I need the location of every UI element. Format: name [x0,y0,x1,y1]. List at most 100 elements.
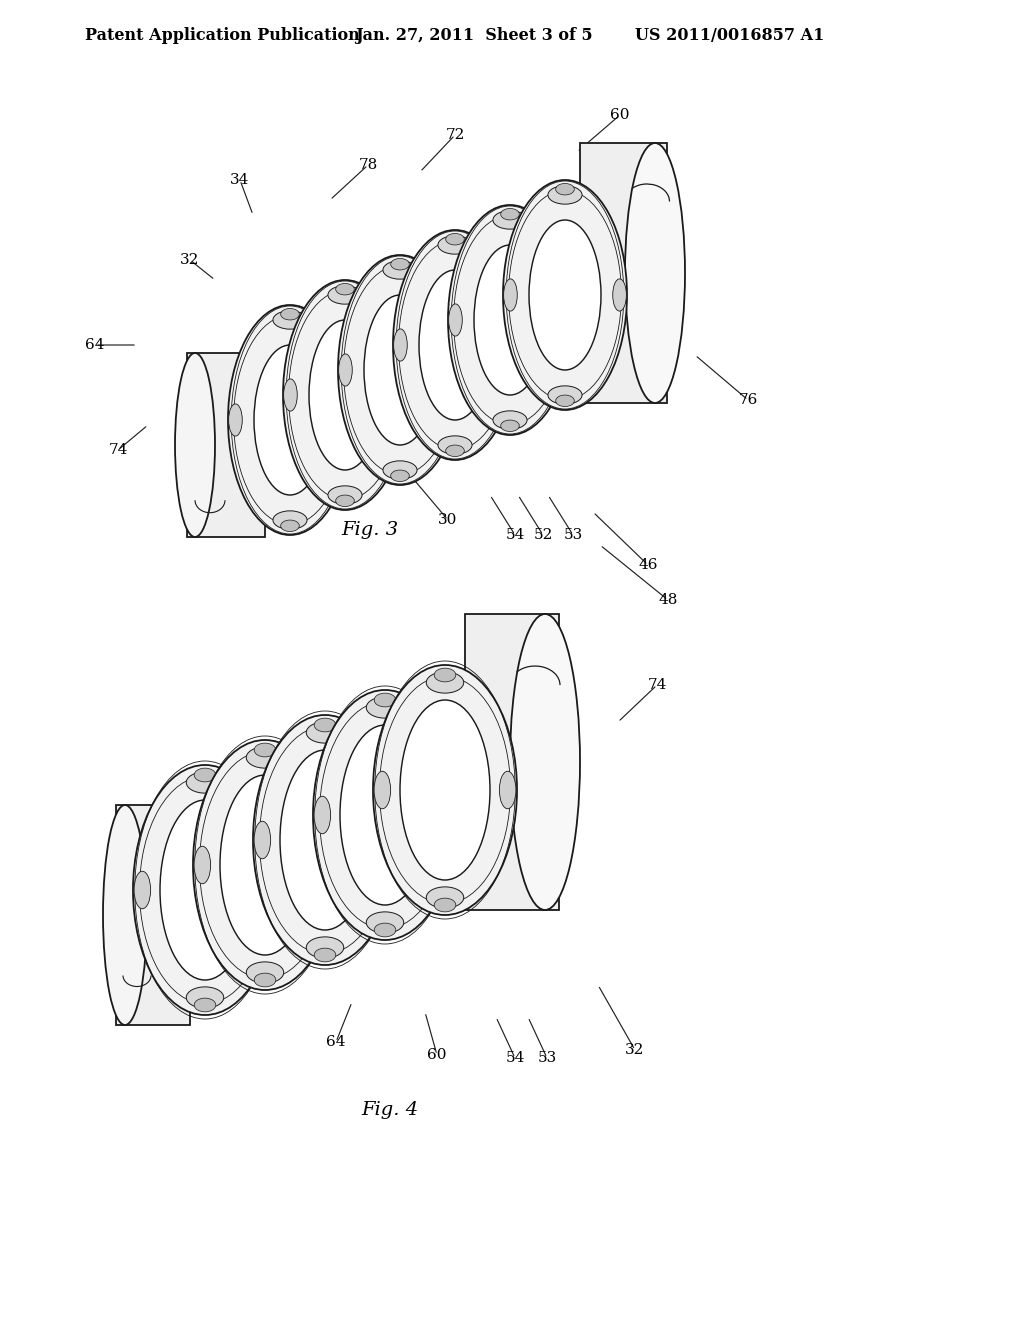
Ellipse shape [254,973,275,987]
Ellipse shape [612,279,627,312]
Text: 53: 53 [563,528,583,543]
Ellipse shape [438,436,472,454]
Ellipse shape [438,236,472,255]
Ellipse shape [434,668,456,682]
Ellipse shape [259,871,275,908]
Text: Patent Application Publication: Patent Application Publication [85,26,359,44]
Ellipse shape [426,887,464,908]
Ellipse shape [391,470,410,482]
Text: 32: 32 [188,808,208,822]
Ellipse shape [134,871,151,908]
Ellipse shape [434,898,456,912]
Text: Fig. 3: Fig. 3 [341,521,398,539]
Ellipse shape [336,284,354,294]
Ellipse shape [503,329,516,362]
Ellipse shape [195,768,216,781]
Text: 42: 42 [222,503,242,517]
Text: 34: 34 [120,822,139,837]
Text: Jan. 27, 2011  Sheet 3 of 5: Jan. 27, 2011 Sheet 3 of 5 [355,26,593,44]
Ellipse shape [500,771,516,809]
Text: 48: 48 [476,696,496,709]
Ellipse shape [558,304,571,337]
Ellipse shape [253,715,397,965]
Text: 64: 64 [327,1035,346,1049]
Ellipse shape [306,937,344,958]
Ellipse shape [313,690,457,940]
Ellipse shape [247,962,284,983]
Ellipse shape [228,404,243,436]
Text: 54: 54 [505,1051,524,1065]
Ellipse shape [283,280,407,510]
Ellipse shape [510,614,580,909]
Ellipse shape [383,461,417,479]
Ellipse shape [367,912,403,933]
Ellipse shape [383,261,417,279]
Text: 34: 34 [230,173,250,187]
Ellipse shape [314,796,331,834]
Text: 64: 64 [85,338,104,352]
Ellipse shape [309,319,381,470]
Ellipse shape [374,923,396,937]
Ellipse shape [338,404,351,436]
Text: 48: 48 [658,593,678,607]
Ellipse shape [254,821,270,859]
Text: 52: 52 [534,528,553,543]
Ellipse shape [273,511,307,529]
Ellipse shape [186,987,223,1008]
Ellipse shape [280,750,370,931]
Ellipse shape [474,246,546,395]
Ellipse shape [103,805,147,1026]
Ellipse shape [501,420,519,432]
Ellipse shape [339,354,352,385]
Text: 76: 76 [109,925,128,939]
Ellipse shape [379,821,396,859]
Ellipse shape [193,741,337,990]
Ellipse shape [374,771,390,809]
Ellipse shape [284,379,297,411]
Text: 54: 54 [505,528,524,543]
Ellipse shape [439,796,456,834]
Ellipse shape [186,772,223,793]
Text: 74: 74 [647,678,667,692]
Ellipse shape [501,209,519,220]
Text: 32: 32 [626,1043,645,1057]
Ellipse shape [314,948,336,962]
Text: 60: 60 [427,1048,446,1063]
Text: 72: 72 [445,128,465,143]
Ellipse shape [393,379,407,411]
Ellipse shape [548,186,582,205]
Ellipse shape [493,411,527,429]
Ellipse shape [419,271,490,420]
Ellipse shape [336,495,354,507]
Text: 76: 76 [738,393,758,407]
Ellipse shape [449,304,462,337]
Text: Fig. 4: Fig. 4 [361,1101,419,1119]
Text: 32: 32 [180,253,200,267]
Ellipse shape [447,354,462,385]
Ellipse shape [445,445,464,457]
Ellipse shape [400,700,490,880]
Ellipse shape [175,352,215,537]
Ellipse shape [160,800,250,979]
Ellipse shape [503,180,627,411]
Ellipse shape [373,665,517,915]
Ellipse shape [529,220,601,370]
Ellipse shape [247,747,284,768]
Ellipse shape [195,846,211,884]
Text: US 2011/0016857 A1: US 2011/0016857 A1 [635,26,824,44]
Ellipse shape [306,722,344,743]
Ellipse shape [281,520,299,532]
Ellipse shape [449,205,572,436]
Polygon shape [187,352,265,537]
Ellipse shape [220,775,310,954]
Ellipse shape [445,234,464,246]
Polygon shape [116,805,190,1026]
Ellipse shape [319,846,336,884]
Ellipse shape [367,697,403,718]
Text: 74: 74 [109,444,128,457]
Ellipse shape [374,693,396,708]
Ellipse shape [393,329,408,362]
Text: 53: 53 [538,1051,557,1065]
Ellipse shape [273,310,307,329]
Ellipse shape [328,486,362,504]
